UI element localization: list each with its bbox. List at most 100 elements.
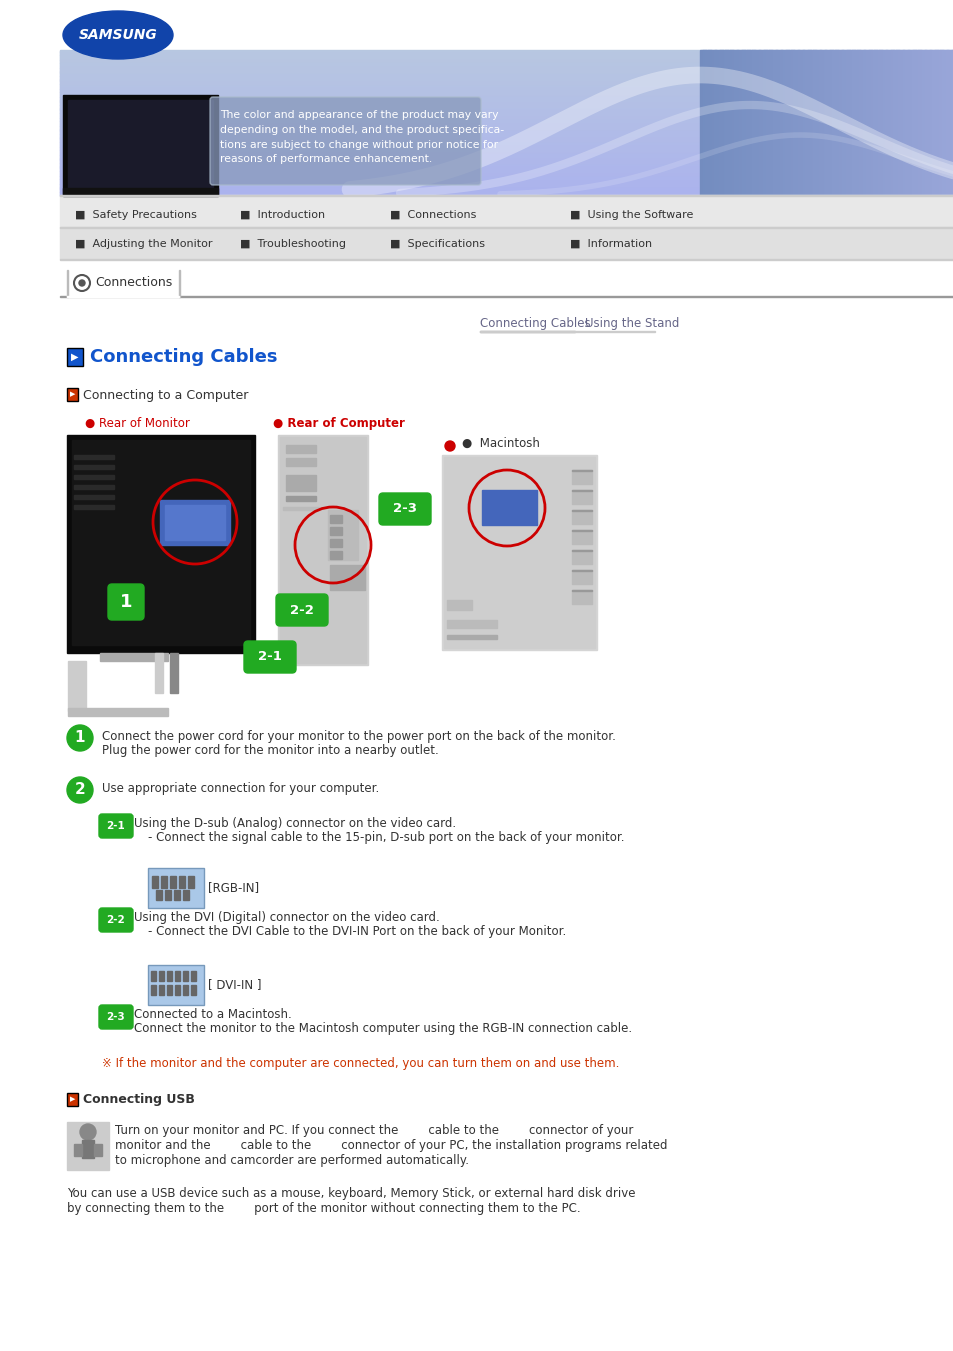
Text: ▶: ▶ (71, 353, 79, 362)
Text: Plug the power cord for the monitor into a nearby outlet.: Plug the power cord for the monitor into… (102, 744, 438, 757)
Text: ■  Connections: ■ Connections (390, 209, 476, 220)
Bar (572, 470, 592, 484)
Text: Connecting USB: Connecting USB (83, 1093, 194, 1106)
Bar (806, 50, 808, 195)
Bar (846, 50, 848, 195)
Text: 2-1: 2-1 (107, 821, 125, 831)
Bar (709, 50, 712, 195)
Bar (67, 1121, 109, 1170)
Text: Connections: Connections (95, 277, 172, 289)
Bar (704, 50, 706, 195)
Text: Connecting Cables: Connecting Cables (479, 316, 590, 330)
Bar (757, 50, 759, 195)
Bar (720, 50, 721, 195)
Bar (807, 50, 810, 195)
Circle shape (444, 440, 455, 451)
Text: Connect the power cord for your monitor to the power port on the back of the mon: Connect the power cord for your monitor … (102, 730, 616, 743)
Bar (809, 50, 811, 195)
Bar (877, 50, 879, 195)
Bar (862, 50, 863, 195)
Bar (769, 50, 771, 195)
Bar (782, 50, 784, 195)
Bar (741, 50, 743, 195)
Circle shape (80, 1124, 96, 1140)
Bar (816, 50, 819, 195)
Bar (943, 50, 945, 195)
FancyBboxPatch shape (99, 1005, 132, 1029)
Text: [ DVI-IN ]: [ DVI-IN ] (208, 978, 261, 992)
Circle shape (74, 276, 90, 290)
Bar (161, 875, 167, 888)
Bar (799, 50, 801, 195)
Bar (447, 620, 497, 628)
Bar (156, 890, 162, 900)
Bar (286, 458, 315, 466)
Bar (911, 50, 913, 195)
Bar (899, 50, 901, 195)
Bar (811, 50, 813, 195)
Bar (447, 635, 497, 639)
Bar (818, 50, 820, 195)
Bar (706, 50, 708, 195)
Bar (167, 985, 172, 994)
Bar (770, 50, 773, 195)
Bar (879, 50, 881, 195)
Bar (743, 50, 745, 195)
Bar (174, 971, 180, 981)
Bar (746, 50, 749, 195)
Bar (761, 50, 764, 195)
Text: - Connect the signal cable to the 15-pin, D-sub port on the back of your monitor: - Connect the signal cable to the 15-pin… (148, 831, 624, 844)
Bar (717, 50, 719, 195)
Bar (831, 50, 834, 195)
Bar (904, 50, 906, 195)
Text: ■  Troubleshooting: ■ Troubleshooting (240, 239, 346, 249)
Text: ■  Safety Precautions: ■ Safety Precautions (75, 209, 196, 220)
Bar (791, 50, 793, 195)
Bar (183, 890, 189, 900)
Text: ※ If the monitor and the computer are connected, you can turn them on and use th: ※ If the monitor and the computer are co… (102, 1056, 618, 1070)
Bar (280, 436, 366, 663)
Bar (948, 50, 950, 195)
Bar (914, 50, 916, 195)
Bar (277, 435, 368, 665)
Text: You can use a USB device such as a mouse, keyboard, Memory Stick, or external ha: You can use a USB device such as a mouse… (67, 1188, 635, 1200)
Bar (887, 50, 889, 195)
Circle shape (67, 777, 92, 802)
Bar (814, 50, 817, 195)
Bar (711, 50, 713, 195)
Bar (785, 50, 788, 195)
Bar (481, 490, 537, 526)
Bar (286, 496, 315, 501)
Bar (572, 590, 592, 604)
Bar (730, 50, 732, 195)
Ellipse shape (63, 11, 172, 59)
Bar (938, 50, 940, 195)
Bar (850, 50, 852, 195)
Bar (151, 971, 156, 981)
Bar (68, 100, 213, 188)
Bar (715, 50, 717, 195)
Bar (897, 50, 900, 195)
Bar (330, 539, 341, 547)
Bar (572, 570, 592, 584)
Text: ■  Adjusting the Monitor: ■ Adjusting the Monitor (75, 239, 213, 249)
Bar (794, 50, 796, 195)
Bar (760, 50, 762, 195)
Bar (918, 50, 920, 195)
Text: Using the DVI (Digital) connector on the video card.: Using the DVI (Digital) connector on the… (133, 911, 439, 924)
Bar (781, 50, 782, 195)
Bar (901, 50, 902, 195)
Bar (173, 890, 180, 900)
Bar (833, 50, 835, 195)
Bar (759, 50, 760, 195)
Text: Connecting Cables: Connecting Cables (90, 349, 277, 366)
Text: Using the D-sub (Analog) connector on the video card.: Using the D-sub (Analog) connector on th… (133, 817, 456, 830)
Text: 2: 2 (74, 782, 85, 797)
Bar (151, 985, 156, 994)
Bar (154, 653, 163, 693)
Bar (872, 50, 874, 195)
Bar (949, 50, 952, 195)
Bar (905, 50, 908, 195)
Bar (63, 188, 218, 196)
Bar (100, 653, 168, 661)
